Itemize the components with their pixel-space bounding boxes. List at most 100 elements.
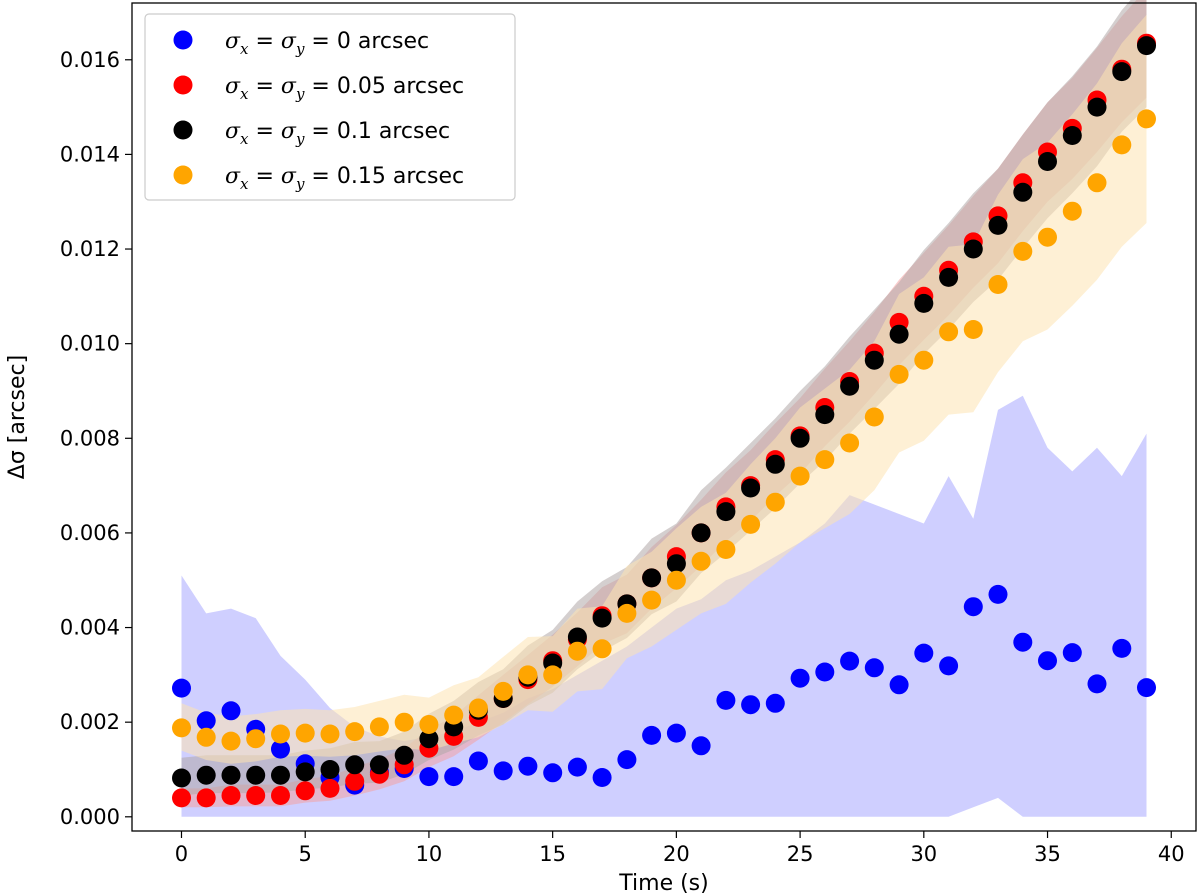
point xyxy=(172,768,191,788)
point xyxy=(790,428,810,448)
point xyxy=(419,767,439,787)
point xyxy=(889,364,909,384)
data-points xyxy=(172,33,1156,808)
x-tick-label: 35 xyxy=(1034,842,1061,866)
point xyxy=(666,570,686,590)
point xyxy=(543,763,563,783)
point xyxy=(889,324,909,344)
point xyxy=(889,675,909,695)
point xyxy=(444,705,464,725)
point xyxy=(518,665,538,685)
point xyxy=(1062,201,1082,221)
point xyxy=(271,786,290,805)
point xyxy=(666,554,686,574)
point xyxy=(1013,182,1033,202)
point xyxy=(1112,135,1132,155)
legend-item-sigma-005: σx = σy = 0.05 arcsec xyxy=(173,74,464,103)
legend: σx = σy = 0 arcsec σx = σy = 0.05 arcsec σ… xyxy=(144,13,516,201)
legend-marker xyxy=(173,120,193,140)
point xyxy=(295,781,315,801)
y-tick-label: 0.016 xyxy=(60,48,120,72)
y-tick-label: 0.012 xyxy=(60,237,120,261)
y-tick-label: 0.000 xyxy=(60,805,120,829)
legend-item-sigma-0: σx = σy = 0 arcsec xyxy=(173,29,429,58)
point xyxy=(271,739,290,759)
point xyxy=(1112,638,1132,658)
point xyxy=(741,478,761,498)
legend-label: σx = σy = 0.05 arcsec xyxy=(225,74,464,103)
point xyxy=(1062,643,1082,663)
point xyxy=(864,658,884,678)
point xyxy=(914,643,934,663)
point xyxy=(345,755,365,775)
point xyxy=(271,724,290,744)
confidence-bands xyxy=(181,0,1147,817)
legend-label: σx = σy = 0.1 arcsec xyxy=(225,119,450,148)
point xyxy=(196,765,216,785)
point xyxy=(741,695,761,715)
point xyxy=(419,715,439,734)
point xyxy=(1038,152,1057,171)
point xyxy=(988,584,1008,604)
legend-label: σx = σy = 0 arcsec xyxy=(225,29,429,58)
point xyxy=(345,771,365,791)
legend-marker xyxy=(173,75,193,95)
point xyxy=(617,750,637,770)
legend-item-sigma-01: σx = σy = 0.1 arcsec xyxy=(173,119,450,148)
point xyxy=(221,701,241,721)
x-tick-label: 20 xyxy=(663,842,690,866)
point xyxy=(988,275,1008,294)
point xyxy=(963,239,983,259)
point xyxy=(320,778,340,798)
point xyxy=(914,350,934,370)
point xyxy=(518,756,538,776)
point xyxy=(1038,651,1057,671)
legend-box xyxy=(144,13,516,201)
legend-item-sigma-015: σx = σy = 0.15 arcsec xyxy=(173,164,464,193)
point xyxy=(1137,678,1156,698)
point xyxy=(295,762,315,782)
point xyxy=(691,736,711,756)
point xyxy=(790,466,810,486)
point xyxy=(988,215,1008,235)
point xyxy=(666,723,686,743)
point xyxy=(468,751,488,771)
y-axis: 0.000 0.002 0.004 0.006 0.008 0.010 0.012 0.014… xyxy=(60,48,132,829)
point xyxy=(716,540,736,559)
point xyxy=(444,767,464,787)
point xyxy=(246,729,266,749)
y-tick-label: 0.010 xyxy=(60,332,120,356)
point xyxy=(1087,674,1107,694)
point xyxy=(939,267,959,287)
point xyxy=(221,786,241,805)
point xyxy=(815,405,835,425)
point xyxy=(196,788,216,808)
point xyxy=(271,765,290,785)
point xyxy=(172,788,191,808)
x-tick-label: 10 xyxy=(416,842,443,866)
x-axis: 0 5 10 15 20 25 30 35 40 xyxy=(175,831,1185,866)
point xyxy=(617,603,637,623)
point xyxy=(592,608,612,628)
point xyxy=(295,723,315,743)
x-tick-label: 30 xyxy=(910,842,937,866)
x-tick-label: 15 xyxy=(539,842,566,866)
point xyxy=(493,681,513,701)
point xyxy=(246,786,266,805)
point xyxy=(196,727,216,747)
point xyxy=(172,678,191,698)
point xyxy=(1013,632,1033,652)
band-sigma-0 xyxy=(181,395,1147,817)
legend-label: σx = σy = 0.15 arcsec xyxy=(225,164,464,193)
legend-marker xyxy=(173,165,193,185)
point xyxy=(1087,173,1107,193)
point xyxy=(419,729,439,749)
point xyxy=(691,523,711,543)
point xyxy=(642,725,662,745)
x-tick-label: 25 xyxy=(787,842,814,866)
point xyxy=(394,712,414,732)
point xyxy=(765,454,785,474)
legend-marker xyxy=(173,30,193,50)
point xyxy=(246,765,266,785)
point xyxy=(1087,97,1107,117)
